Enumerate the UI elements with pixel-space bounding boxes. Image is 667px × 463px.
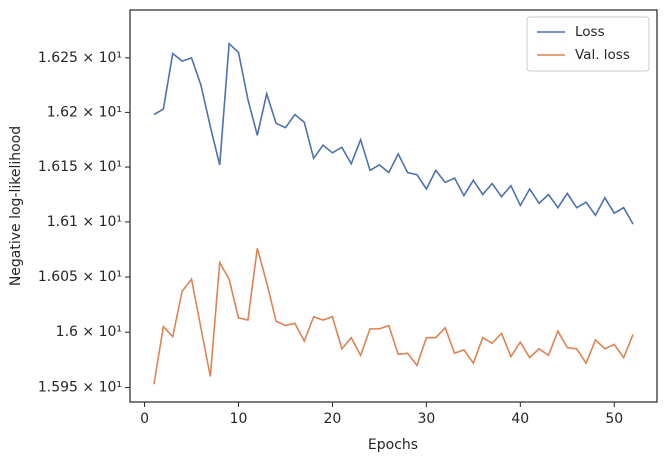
y-tick-label: 1.615 × 10¹ <box>38 159 122 175</box>
x-tick-label: 0 <box>140 411 149 427</box>
y-axis-label: Negative log-likelihood <box>8 126 24 286</box>
plot-frame <box>129 9 658 403</box>
x-tick-label: 50 <box>605 411 623 427</box>
x-tick-label: 30 <box>417 411 435 427</box>
legend: Loss Val. loss <box>526 16 650 72</box>
legend-label: Loss <box>575 24 605 40</box>
legend-label: Val. loss <box>575 47 630 63</box>
y-tick-label: 1.62 × 10¹ <box>47 104 122 120</box>
x-tick-label: 40 <box>511 411 529 427</box>
legend-box <box>526 16 650 72</box>
line-series <box>153 248 634 385</box>
y-tick-label: 1.6 × 10¹ <box>56 324 122 340</box>
line-series <box>153 41 634 225</box>
x-axis-label: Epochs <box>368 437 418 453</box>
y-tick-label: 1.595 × 10¹ <box>38 380 122 396</box>
y-tick-label: 1.625 × 10¹ <box>38 50 122 66</box>
y-tick-label: 1.605 × 10¹ <box>38 269 122 285</box>
x-tick-label: 20 <box>324 411 342 427</box>
x-tick-label: 10 <box>230 411 248 427</box>
y-tick-label: 1.61 × 10¹ <box>47 214 122 230</box>
